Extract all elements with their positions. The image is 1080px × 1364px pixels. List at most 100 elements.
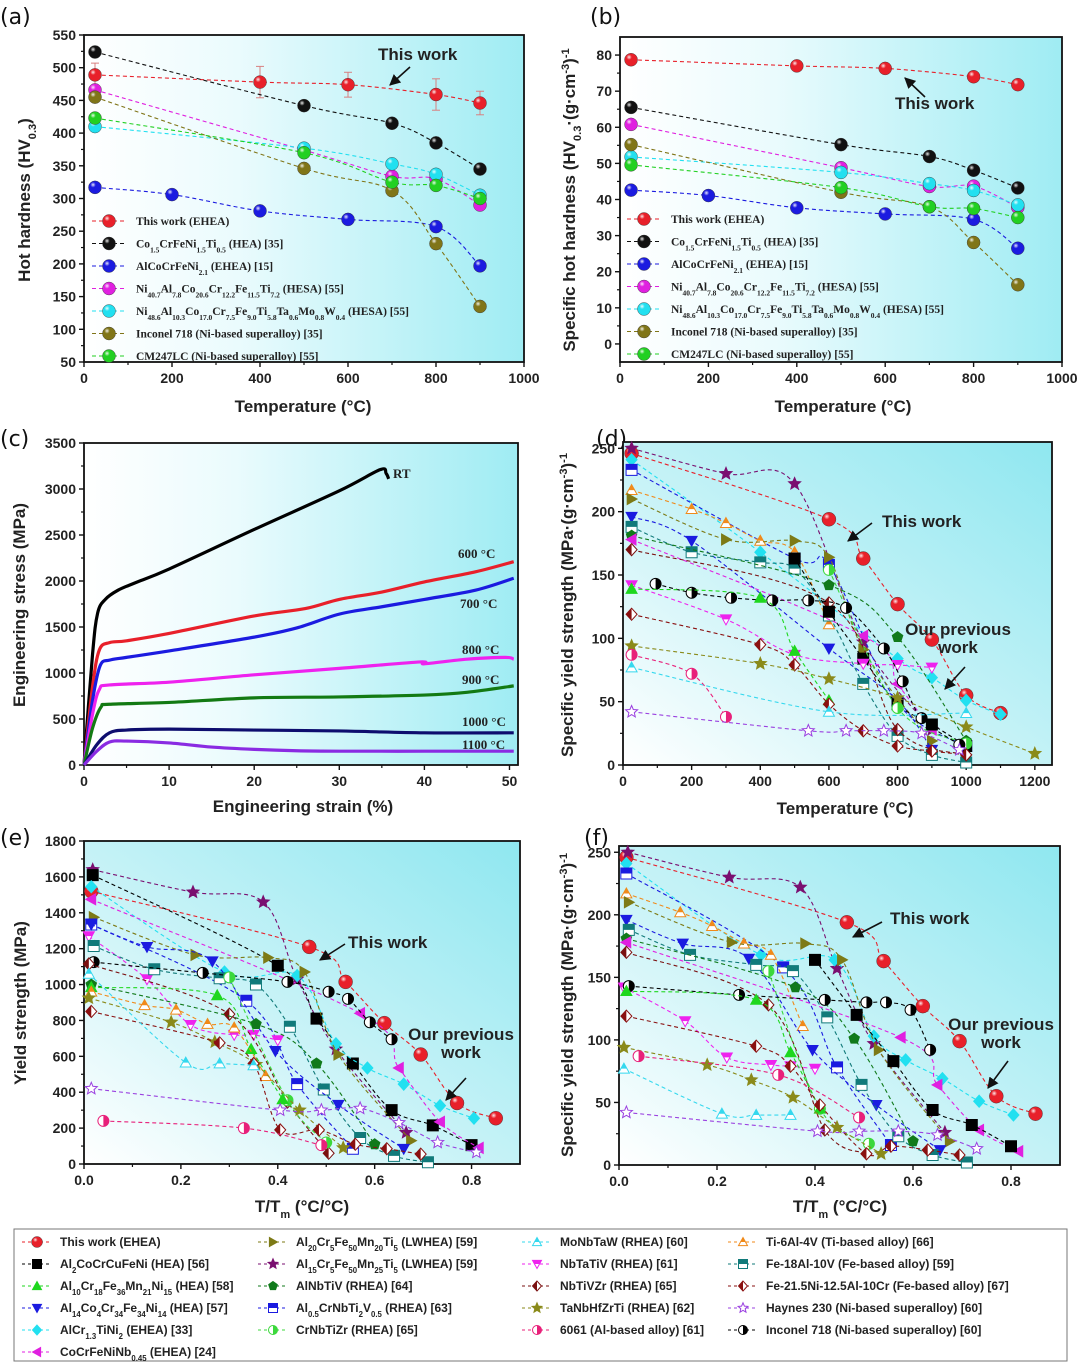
x-tick-label: 800: [424, 370, 448, 386]
marker-half: [326, 1136, 332, 1148]
data-point: [960, 1156, 973, 1169]
series: [84, 919, 411, 1156]
chart-e: 0.0 0.2 0.4 0.6 0.8 0 200 400 600 800 1000 1200 1400…: [45, 833, 521, 1188]
data-point: [620, 984, 633, 997]
data-point: [678, 1016, 692, 1028]
series-line: [628, 929, 968, 1164]
marker-half: [922, 1143, 928, 1157]
data-point: [772, 1068, 785, 1081]
marker-shine: [297, 146, 311, 160]
annotation-arrow: [847, 522, 873, 542]
data-point: [406, 1134, 418, 1148]
data-point: [1027, 745, 1043, 760]
data-point: [310, 1057, 323, 1069]
data-point: [744, 1072, 759, 1087]
chart-f: 0.0 0.2 0.4 0.6 0.8 0 50 100 150 200 250 This work O…: [588, 844, 1061, 1189]
ticks: 0 200 400 600 800 1000 1200 0 50 100 150 200 250: [592, 440, 1051, 789]
plot-background: [620, 37, 1062, 362]
marker-shine: [165, 188, 179, 202]
marker-half: [772, 594, 778, 606]
y-tick-label: 50: [595, 1094, 611, 1110]
y-tick-label: 3000: [45, 481, 76, 497]
data-point: [249, 978, 262, 991]
marker-shape: [907, 1135, 919, 1147]
data-point: [625, 582, 638, 594]
annotation-label: work: [980, 1033, 1021, 1052]
data-point: [333, 1048, 345, 1061]
data-point: [891, 722, 904, 737]
marker-half: [966, 737, 972, 749]
legend-item: Ni48.6Al10.3Co17.0Cr7.5Fe9.0Ti5.8Ta0.6Mo…: [627, 302, 944, 320]
series: [649, 577, 966, 751]
marker-shape: [800, 937, 812, 950]
y-tick-label: 60: [596, 119, 612, 135]
y-tick-label: 1500: [45, 619, 76, 635]
marker-half: [721, 1053, 733, 1058]
data-point: [721, 533, 733, 546]
marker-shape: [1011, 1144, 1024, 1158]
legend-marker: [31, 1236, 43, 1248]
marker-ball: [821, 512, 837, 527]
marker-shape: [619, 935, 632, 949]
data-point: [855, 1078, 868, 1091]
marker-shine: [890, 597, 905, 612]
legend-label: CrNbTiZr (RHEA) [65]: [296, 1323, 418, 1337]
legend-item: Ni40.7Al7.8Co20.6Cr12.2Fe11.5Ti7.2 (HESA…: [92, 281, 344, 299]
data-point: [297, 98, 311, 113]
y-axis-title: Yield strength (MPa): [11, 921, 30, 1085]
series-line: [94, 117, 481, 200]
marker-shape: [620, 844, 636, 859]
data-point: [88, 90, 102, 104]
marker-shape: [726, 935, 739, 949]
data-point: [822, 643, 836, 655]
annotation-label: Our previous: [905, 620, 1011, 639]
y-tick-label: 80: [596, 47, 612, 63]
series-line: [626, 919, 941, 1151]
legend-label: 6061 (Al-based alloy) [61]: [560, 1323, 704, 1337]
marker-shape: [625, 511, 638, 524]
data-point: [302, 939, 317, 955]
x-tick-label: 600: [817, 773, 841, 789]
annotation-arrow: [852, 921, 883, 938]
marker-half: [274, 1123, 281, 1136]
y-tick-label: 500: [53, 711, 77, 727]
series-line: [88, 935, 278, 1041]
legend-label: CM247LC (Ni-based superalloy) [55]: [136, 351, 318, 363]
data-point: [624, 158, 638, 172]
data-point: [925, 662, 939, 674]
stress-strain-curve: [82, 739, 514, 767]
y-tick-label: 300: [53, 191, 77, 207]
marker-half: [860, 1147, 867, 1160]
marker-shape: [823, 578, 835, 591]
data-point: [788, 658, 801, 672]
legend-item: This work (EHEA): [92, 214, 229, 228]
data-point: [749, 993, 763, 1005]
legend-marker: [637, 257, 651, 271]
marker-half: [415, 1148, 421, 1161]
marker-shine: [834, 165, 848, 179]
data-point: [922, 149, 937, 164]
marker-half: [388, 1150, 400, 1156]
series-line: [91, 923, 405, 1150]
annotation-arrow: [445, 1077, 467, 1101]
x-tick-label: 400: [785, 370, 809, 386]
x-tick-label: 0: [619, 773, 627, 789]
series-line: [88, 973, 254, 1070]
data-point: [619, 1104, 634, 1119]
axes-frame: [622, 441, 1053, 766]
marker-shine: [102, 304, 116, 318]
marker-half: [243, 1122, 250, 1134]
marker-shape: [292, 1102, 307, 1117]
data-point: [86, 869, 99, 882]
data-point: [429, 167, 443, 182]
curve-label: 800 °C: [462, 642, 499, 657]
marker-shine: [1011, 198, 1025, 212]
marker-half: [321, 1139, 327, 1151]
y-axis-title: Hot hardness (HV0.3): [15, 118, 39, 282]
data-point: [338, 974, 353, 990]
series: [625, 660, 973, 718]
marker-shape: [821, 671, 837, 686]
data-point: [853, 1111, 866, 1124]
marker-shine: [790, 59, 804, 73]
